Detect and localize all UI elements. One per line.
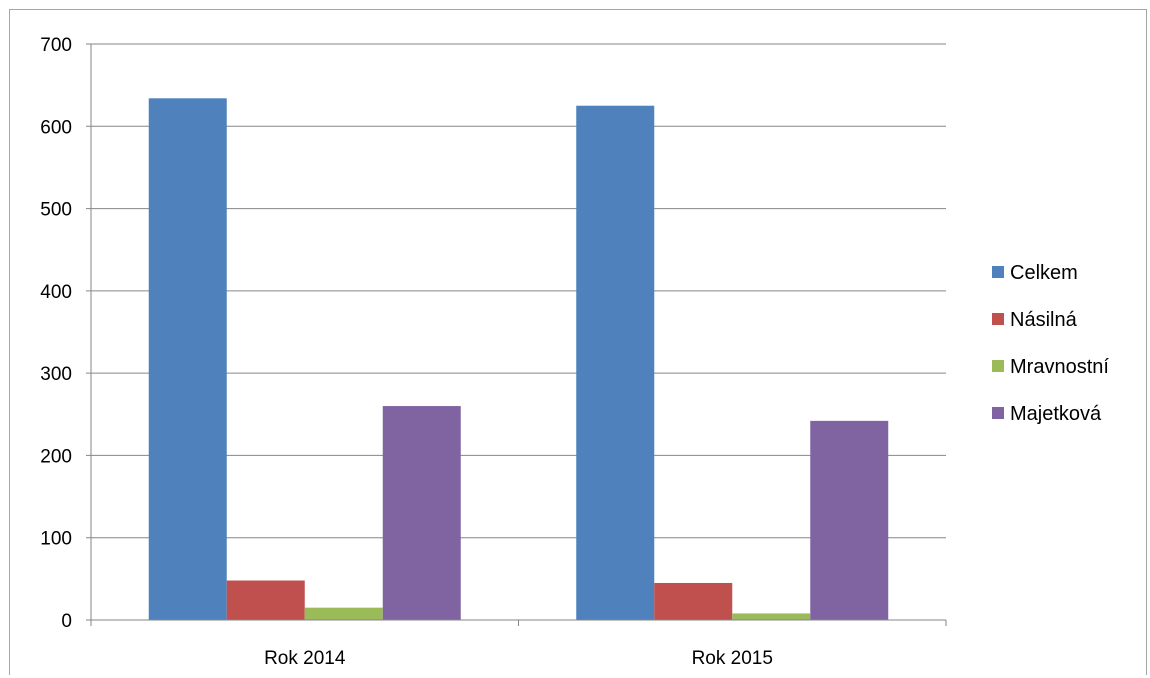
legend-swatch: [992, 266, 1004, 278]
y-tick-label: 100: [40, 529, 72, 550]
legend-label: Majetková: [1010, 403, 1102, 425]
legend-label: Násilná: [1010, 309, 1078, 331]
y-tick-label: 600: [40, 117, 72, 138]
y-tick-label: 500: [40, 200, 72, 221]
bar-rok-2014-1: [148, 98, 227, 620]
y-tick-label: 0: [61, 611, 72, 632]
y-axis-tick-labels: 0 100 200 300 400 500 600 700: [40, 35, 72, 632]
legend-label: Celkem: [1010, 262, 1078, 284]
legend: Celkem Násilná Mravnostní Majetková: [992, 262, 1109, 425]
x-tick-label: Rok 2015: [692, 648, 773, 669]
bar-rok-2015-2: [654, 582, 733, 620]
legend-swatch: [992, 407, 1004, 419]
axes: [86, 44, 947, 626]
gridlines: [86, 43, 946, 539]
bars: [148, 98, 889, 620]
bar-rok-2015-1: [576, 105, 655, 620]
x-axis-tick-labels: Rok 2014 Rok 2015: [264, 648, 773, 669]
y-tick-label: 400: [40, 282, 72, 303]
y-tick-label: 200: [40, 446, 72, 467]
bar-rok-2014-3: [304, 607, 383, 620]
y-tick-label: 700: [40, 35, 72, 56]
chart-frame: [9, 9, 1147, 675]
x-tick-label: Rok 2014: [264, 648, 346, 669]
bar-rok-2015-3: [732, 613, 811, 620]
legend-swatch: [992, 360, 1004, 372]
bar-rok-2014-4: [382, 406, 461, 620]
bar-rok-2014-2: [226, 580, 305, 620]
bar-rok-2015-4: [810, 420, 889, 620]
y-tick-label: 300: [40, 364, 72, 385]
legend-label: Mravnostní: [1010, 356, 1109, 378]
legend-swatch: [992, 313, 1004, 325]
